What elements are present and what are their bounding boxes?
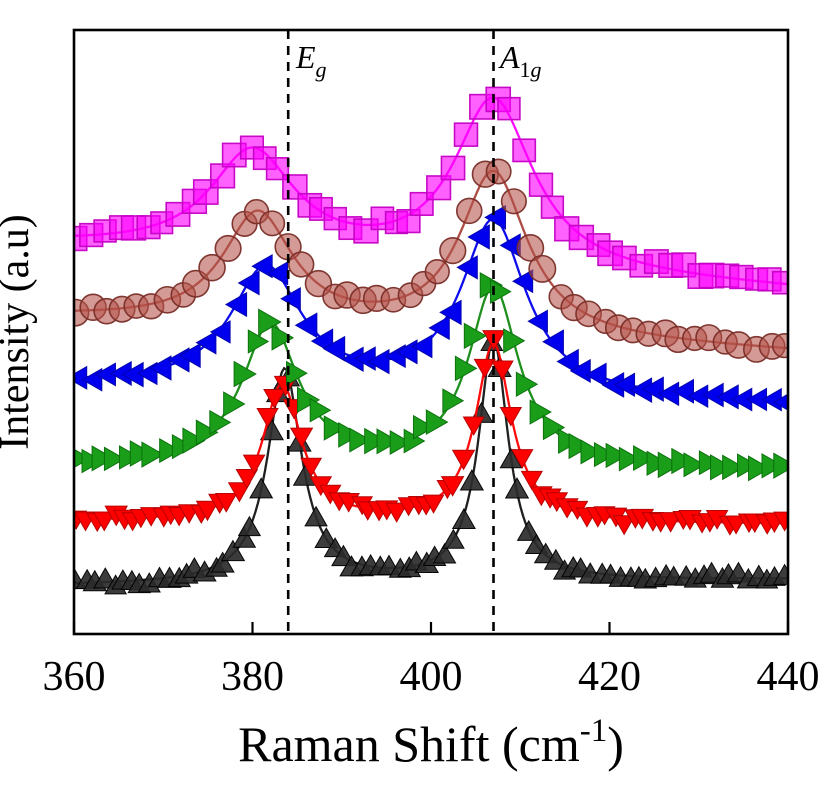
svg-text:440: 440 [757, 654, 820, 700]
svg-text:400: 400 [400, 654, 463, 700]
svg-text:Raman Shift (cm-1): Raman Shift (cm-1) [238, 713, 624, 772]
svg-text:Intensity (a.u): Intensity (a.u) [0, 214, 38, 450]
svg-text:420: 420 [578, 654, 641, 700]
svg-text:360: 360 [43, 654, 106, 700]
svg-text:380: 380 [221, 654, 284, 700]
